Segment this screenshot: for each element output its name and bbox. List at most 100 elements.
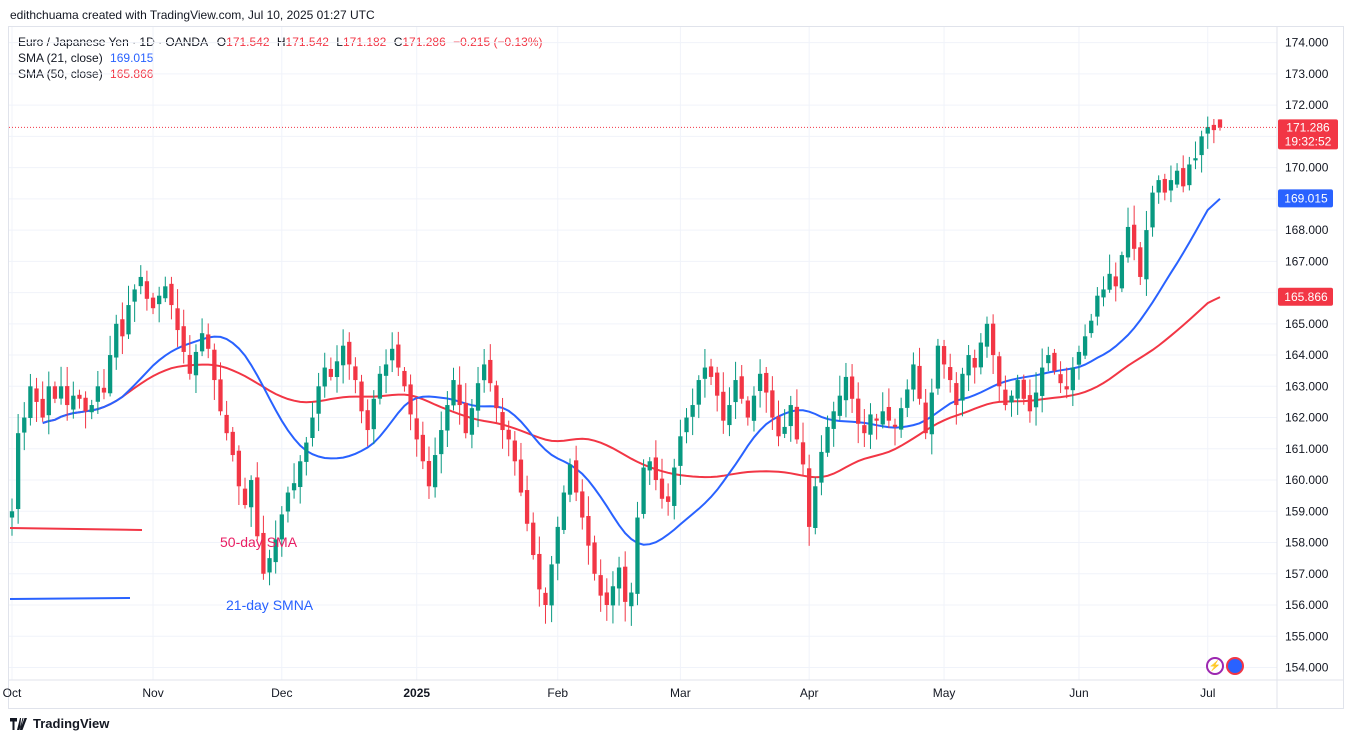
chart-icons: ⚡	[1206, 657, 1244, 675]
candle-body	[715, 372, 720, 396]
attribution-text: edithchuama created with TradingView.com…	[10, 8, 375, 22]
candle-body	[868, 414, 873, 435]
calendar-event-icon[interactable]	[1226, 657, 1244, 675]
candle-body	[1162, 178, 1167, 193]
candle-body	[782, 426, 787, 434]
candle-body	[954, 383, 959, 406]
candle-body	[892, 424, 898, 427]
y-tick-label: 162.000	[1285, 411, 1329, 425]
sma50-legend-line	[9, 527, 143, 531]
x-tick-label: Nov	[142, 686, 163, 700]
candle-body	[439, 430, 444, 455]
y-tick-label: 172.000	[1285, 98, 1329, 112]
candle-body	[1003, 389, 1008, 406]
candle-body	[935, 345, 941, 389]
candle-body	[261, 532, 266, 574]
change-value: −0.215 (−0.13%)	[453, 35, 543, 49]
candle-body	[457, 384, 462, 406]
ohlc-legend: Euro / Japanese Yen · 1D · OANDA O171.54…	[18, 34, 543, 50]
close-label: C	[393, 35, 403, 49]
candle-body	[1144, 230, 1149, 280]
candle-body	[960, 373, 965, 401]
x-tick-label: Jul	[1200, 686, 1215, 700]
candle-body	[445, 405, 450, 431]
candle-body	[291, 483, 297, 491]
candle-body	[15, 433, 21, 510]
candle-body	[402, 370, 407, 387]
candle-body	[905, 389, 910, 408]
candle-body	[212, 349, 217, 381]
candle-body	[629, 592, 634, 607]
candle-body	[1193, 158, 1198, 161]
candle-body	[377, 373, 383, 399]
candle-body	[727, 405, 732, 426]
candle-body	[997, 356, 1002, 387]
candle-body	[371, 398, 376, 430]
candle-body	[745, 400, 750, 418]
symbol-title[interactable]: Euro / Japanese Yen · 1D · OANDA	[18, 35, 208, 49]
candle-body	[383, 364, 389, 376]
last-price-label: 171.286	[1286, 120, 1330, 134]
candle-body	[1125, 226, 1131, 258]
candle-body	[506, 429, 511, 440]
candle-body	[1199, 136, 1204, 156]
candle-body	[77, 394, 82, 399]
candle-body	[1150, 192, 1155, 228]
candle-body	[426, 460, 432, 487]
candle-body	[1211, 124, 1217, 131]
y-tick-label: 157.000	[1285, 567, 1329, 581]
sma21-annotation: 21-day SMNA	[226, 597, 314, 613]
candle-body	[623, 566, 628, 602]
candle-body	[825, 426, 830, 453]
candle-body	[1033, 392, 1039, 408]
candle-body	[770, 390, 775, 418]
candle-body	[972, 357, 977, 368]
candle-body	[898, 408, 904, 430]
candle-body	[322, 367, 327, 387]
candle-body	[1101, 289, 1106, 298]
candle-body	[518, 459, 524, 493]
candle-body	[672, 467, 677, 506]
candle-body	[788, 405, 793, 427]
candle-body	[22, 417, 27, 433]
candle-body	[396, 344, 401, 368]
low-value: 171.182	[342, 35, 387, 49]
candle-body	[83, 397, 88, 412]
candle-body	[408, 384, 413, 415]
candle-body	[580, 491, 585, 518]
candle-body	[463, 402, 468, 434]
lightning-icon[interactable]: ⚡	[1206, 657, 1224, 675]
low-label: L	[336, 35, 343, 49]
candle-body	[537, 553, 542, 590]
candle-body	[101, 387, 107, 393]
x-tick-label: May	[933, 686, 956, 700]
y-tick-label: 160.000	[1285, 473, 1329, 487]
candle-body	[794, 406, 800, 440]
candle-body	[1015, 380, 1020, 399]
candle-body	[1040, 367, 1045, 396]
price-chart[interactable]: 174.000173.000172.000171.000170.000169.0…	[0, 0, 1354, 712]
candle-body	[1064, 386, 1069, 390]
candle-body	[150, 297, 156, 309]
candle-body	[776, 416, 781, 437]
candle-body	[647, 461, 652, 471]
candle-body	[886, 406, 892, 421]
y-tick-label: 163.000	[1285, 379, 1329, 393]
candle-body	[641, 467, 646, 514]
candle-body	[837, 395, 842, 416]
candle-body	[739, 376, 744, 399]
sma21-badge	[1278, 189, 1333, 208]
candle-body	[708, 366, 714, 377]
candle-body	[304, 442, 309, 462]
candle-body	[420, 434, 425, 462]
candle-body	[9, 511, 15, 518]
candle-body	[1156, 180, 1161, 193]
candle-body	[163, 286, 168, 299]
candle-body	[199, 333, 205, 352]
y-tick-label: 168.000	[1285, 223, 1329, 237]
last-price-badge	[1278, 119, 1338, 150]
candle-body	[990, 323, 996, 356]
candle-body	[1027, 395, 1033, 412]
sma21-legend[interactable]: SMA (21, close) 169.015	[18, 50, 153, 66]
y-tick-label: 159.000	[1285, 504, 1329, 518]
